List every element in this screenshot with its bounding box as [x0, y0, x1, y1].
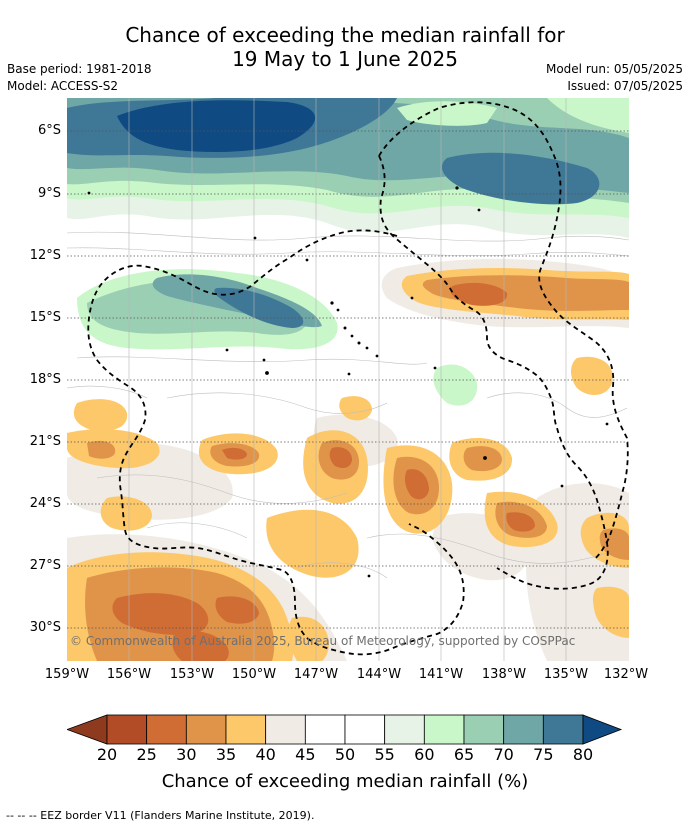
lon-label: 153°W: [169, 667, 215, 682]
colorbar-tick-label: 80: [572, 745, 594, 764]
colorbar-cell: [185, 714, 227, 745]
colorbar-tick-label: 30: [176, 745, 197, 764]
lon-label: 147°W: [293, 667, 339, 682]
colorbar-cell: [106, 714, 148, 745]
lon-label: 150°W: [231, 667, 277, 682]
rainfall-map: [67, 98, 629, 661]
lon-label: 159°W: [44, 667, 90, 682]
colorbar-cell: [304, 714, 346, 745]
colorbar-low-arrow: [67, 714, 108, 745]
colorbar-tick-label: 75: [533, 745, 554, 764]
lat-label: 12°S: [29, 248, 61, 263]
model-run: Model run: 05/05/2025: [545, 62, 683, 76]
colorbar-tick-label: 20: [96, 745, 118, 764]
colorbar-tick-label: 70: [493, 745, 514, 764]
issued-date: Issued: 07/05/2025: [567, 79, 683, 93]
map-field-svg: [67, 98, 629, 661]
lat-label: 15°S: [29, 310, 61, 325]
lat-label: 24°S: [29, 496, 61, 511]
colorbar-cell: [503, 714, 544, 745]
title-line-1: Chance of exceeding the median rainfall …: [125, 23, 565, 47]
colorbar-title: Chance of exceeding median rainfall (%): [161, 771, 529, 792]
lat-label: 18°S: [29, 372, 61, 387]
colorbar-tick-label: 45: [295, 745, 316, 764]
lon-label: 132°W: [603, 667, 649, 682]
colorbar-tick-label: 40: [255, 745, 276, 764]
colorbar-cell: [463, 714, 505, 745]
lat-label: 30°S: [29, 620, 61, 635]
lon-label: 156°W: [106, 667, 152, 682]
lat-label: 21°S: [29, 434, 61, 449]
colorbar-cell: [384, 714, 425, 745]
model-name: Model: ACCESS-S2: [7, 79, 119, 93]
eez-legend: -- -- -- EEZ border V11 (Flanders Marine…: [6, 809, 315, 822]
lon-label: 135°W: [543, 667, 589, 682]
colorbar-cell: [225, 714, 267, 745]
title-line-2: 19 May to 1 June 2025: [232, 47, 458, 71]
colorbar-cell: [265, 714, 306, 745]
colorbar-tick-label: 60: [414, 745, 435, 764]
colorbar-cell: [344, 714, 386, 745]
colorbar-svg: [67, 714, 623, 745]
colorbar-tick-label: 65: [453, 745, 475, 764]
colorbar-tick-label: 50: [334, 745, 356, 764]
lat-label: 27°S: [29, 558, 61, 573]
colorbar-tick-label: 55: [374, 745, 395, 764]
lon-label: 144°W: [356, 667, 402, 682]
copyright-notice: © Commonwealth of Australia 2025, Bureau…: [70, 634, 576, 648]
colorbar-cell: [423, 714, 465, 745]
colorbar-tick-label: 25: [136, 745, 157, 764]
colorbar-cell: [542, 714, 584, 745]
base-period: Base period: 1981-2018: [7, 62, 152, 76]
lat-label: 6°S: [37, 123, 61, 138]
lat-label: 9°S: [37, 186, 61, 201]
lon-label: 141°W: [418, 667, 464, 682]
lon-label: 138°W: [481, 667, 527, 682]
colorbar-high-arrow: [582, 714, 623, 745]
colorbar-cell: [146, 714, 187, 745]
colorbar-tick-label: 35: [215, 745, 237, 764]
